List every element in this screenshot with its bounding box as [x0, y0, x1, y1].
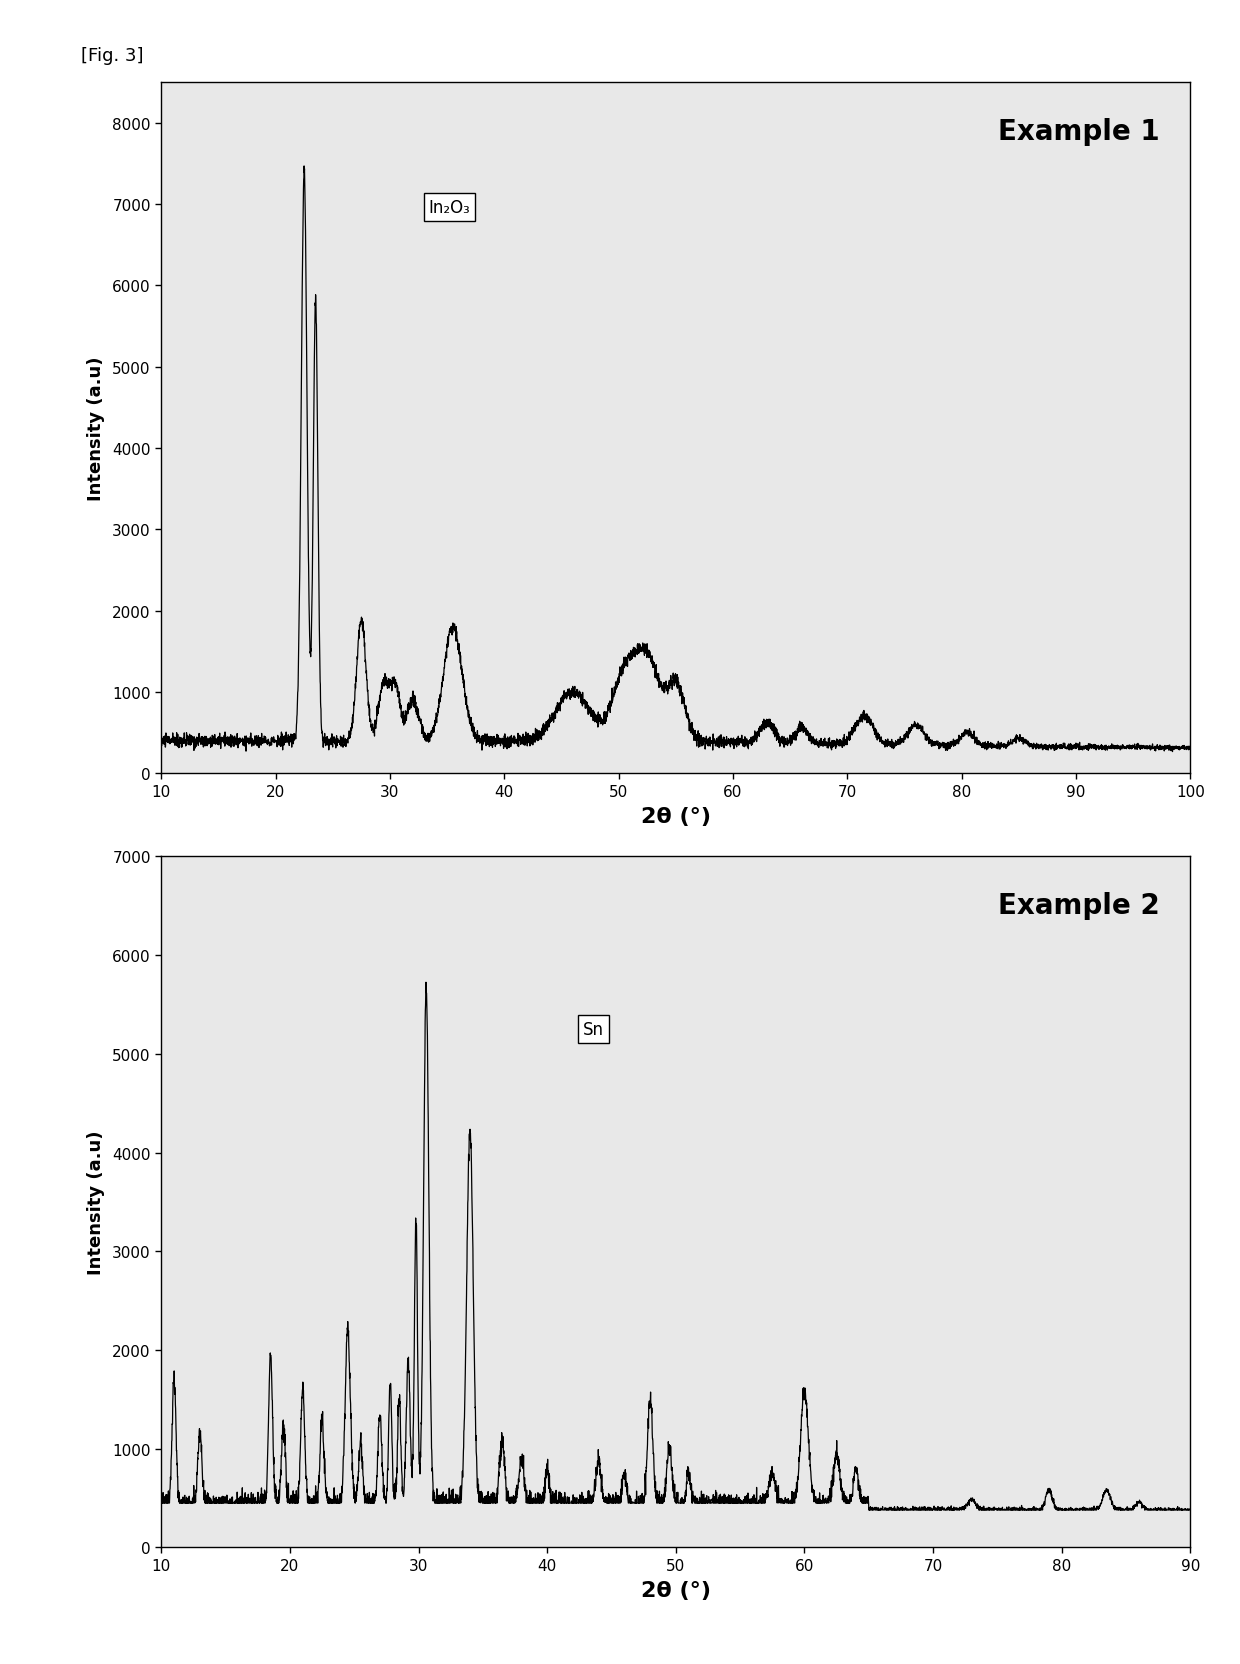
Text: In₂O₃: In₂O₃ — [429, 198, 470, 216]
Y-axis label: Intensity (a.u): Intensity (a.u) — [87, 356, 105, 501]
Text: Example 2: Example 2 — [998, 892, 1159, 920]
Text: [Fig. 3]: [Fig. 3] — [81, 47, 143, 65]
Text: Example 1: Example 1 — [998, 118, 1159, 146]
X-axis label: 2θ (°): 2θ (°) — [641, 805, 711, 825]
X-axis label: 2θ (°): 2θ (°) — [641, 1579, 711, 1599]
Y-axis label: Intensity (a.u): Intensity (a.u) — [87, 1130, 105, 1275]
Text: Sn: Sn — [583, 1020, 604, 1038]
